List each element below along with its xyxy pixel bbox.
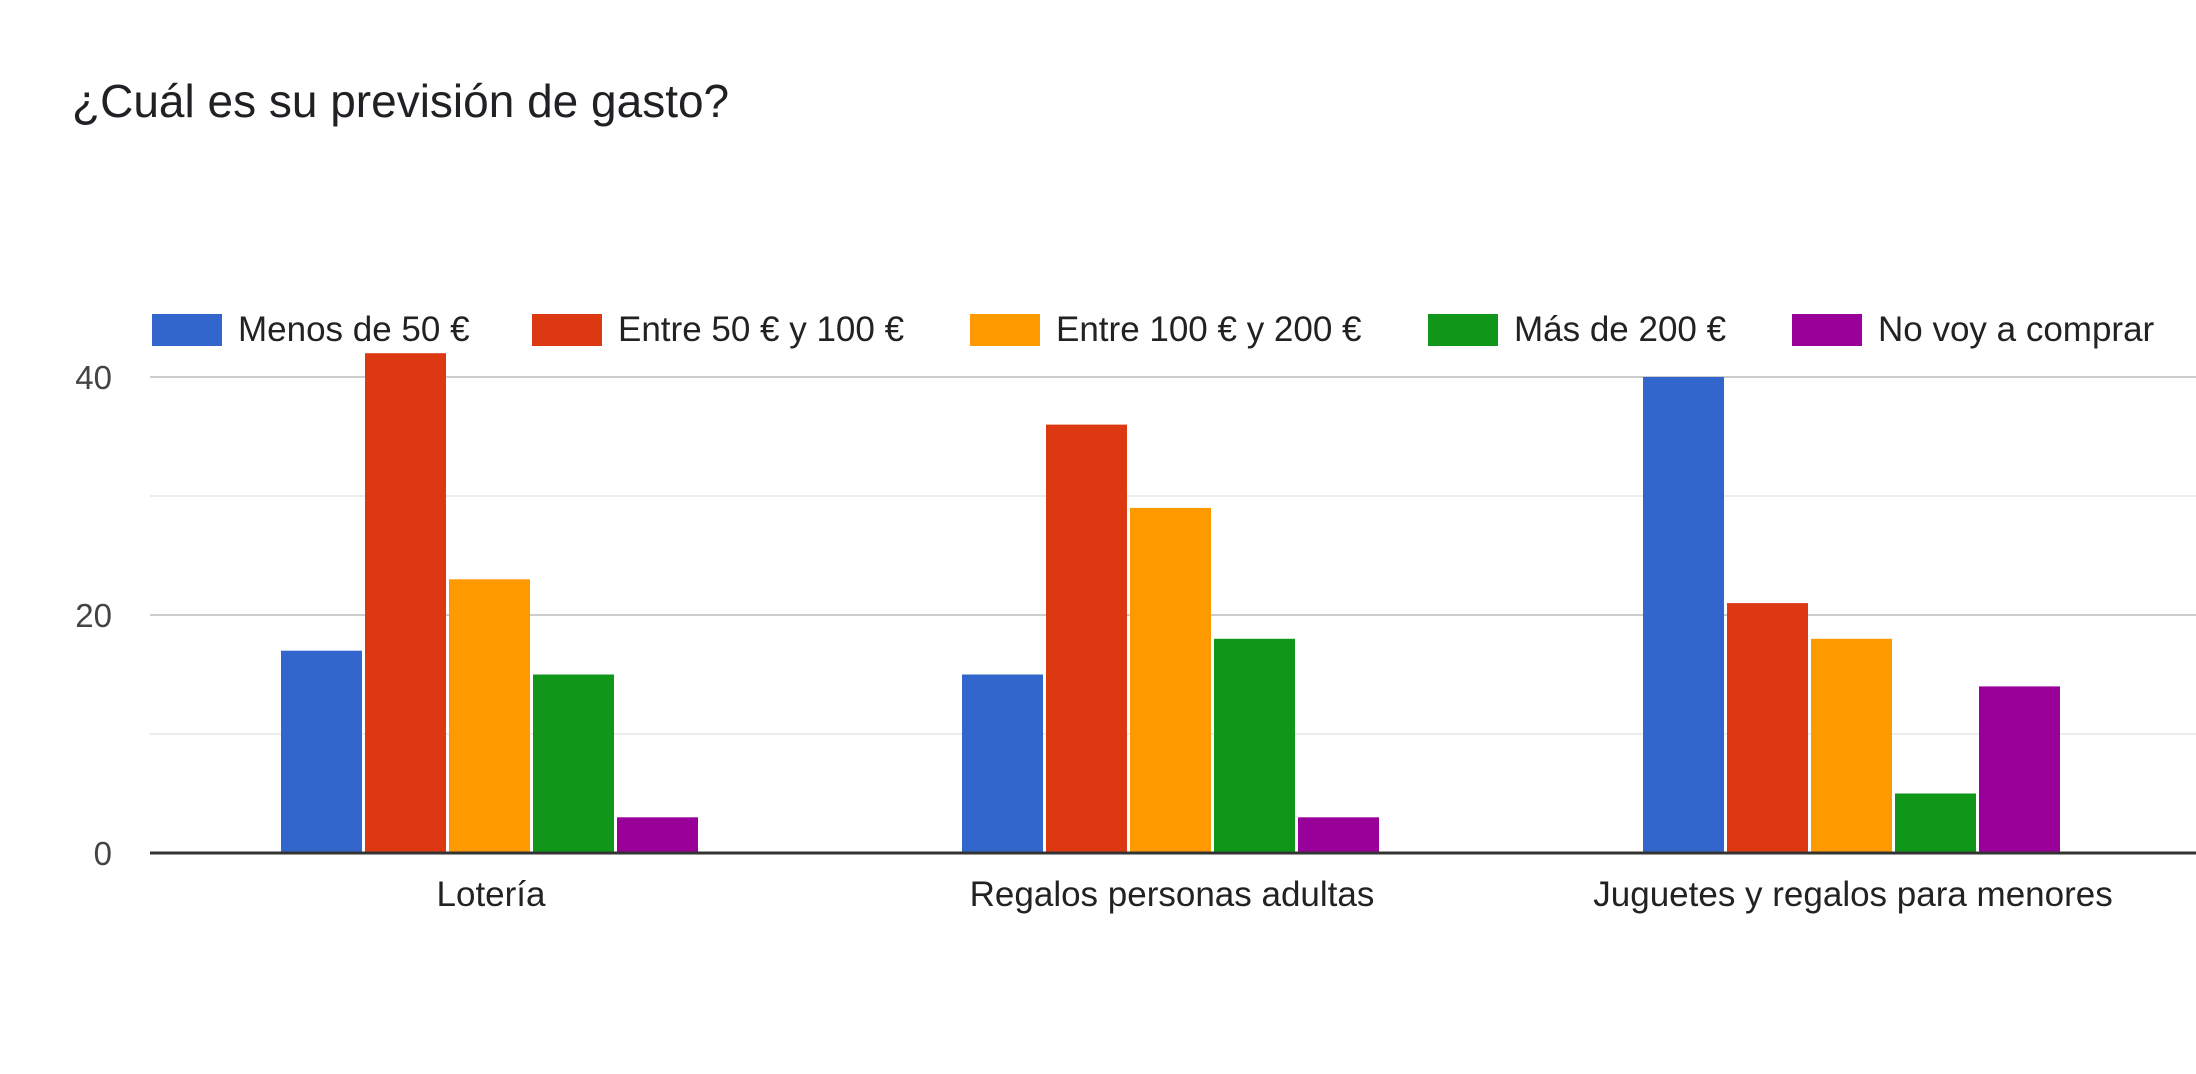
bars	[281, 353, 2060, 853]
legend-swatch	[1792, 314, 1862, 346]
bar[interactable]	[1727, 603, 1808, 853]
legend-item-mas-de-200[interactable]: Más de 200 €	[1428, 300, 1726, 360]
bar[interactable]	[449, 579, 530, 853]
legend-item-menos-de-50[interactable]: Menos de 50 €	[152, 300, 470, 360]
chart-title: ¿Cuál es su previsión de gasto?	[72, 75, 730, 127]
y-tick-label: 40	[75, 359, 112, 396]
bar[interactable]	[1046, 424, 1127, 853]
axes: 0 20 40 Lotería Regalos personas adultas Jugu…	[75, 359, 2196, 914]
legend-swatch	[1428, 314, 1498, 346]
legend-label: Entre 50 € y 100 €	[618, 310, 905, 349]
legend-label: No voy a comprar	[1878, 310, 2155, 349]
bar[interactable]	[281, 650, 362, 853]
legend-label: Más de 200 €	[1514, 310, 1727, 349]
bar[interactable]	[1214, 638, 1295, 853]
bar[interactable]	[365, 353, 446, 853]
bar[interactable]	[1811, 638, 1892, 853]
legend-swatch	[532, 314, 602, 346]
y-tick-label: 20	[75, 597, 112, 634]
legend-item-no-voy-a-comprar[interactable]: No voy a comprar	[1792, 300, 2154, 360]
legend-swatch	[152, 314, 222, 346]
x-category-label: Lotería	[437, 875, 546, 914]
legend-label: Menos de 50 €	[238, 310, 470, 349]
bar[interactable]	[533, 674, 614, 854]
bar[interactable]	[1895, 793, 1976, 854]
legend-item-entre-50-y-100[interactable]: Entre 50 € y 100 €	[532, 300, 904, 360]
bar[interactable]	[1130, 507, 1211, 853]
bar[interactable]	[962, 674, 1043, 854]
bar[interactable]	[1979, 686, 2060, 853]
legend-item-entre-100-y-200[interactable]: Entre 100 € y 200 €	[970, 300, 1362, 360]
y-tick-label: 0	[94, 835, 112, 872]
legend-swatch	[970, 314, 1040, 346]
x-category-label: Regalos personas adultas	[970, 875, 1375, 914]
x-category-label: Juguetes y regalos para menores	[1593, 875, 2112, 914]
bar[interactable]	[617, 817, 698, 853]
bar[interactable]	[1643, 377, 1724, 853]
bar[interactable]	[1298, 817, 1379, 853]
legend-label: Entre 100 € y 200 €	[1056, 310, 1362, 349]
